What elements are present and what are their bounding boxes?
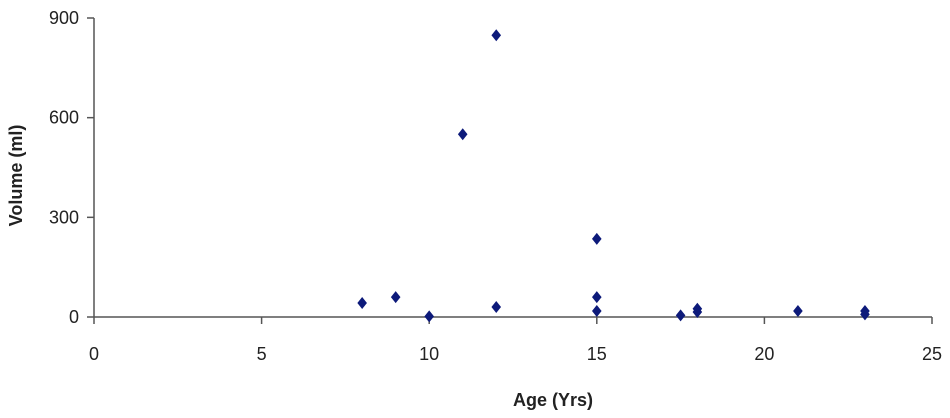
y-ticks: 0 300 600 900: [49, 8, 94, 327]
y-tick-label: 0: [69, 307, 79, 327]
data-point: [357, 297, 367, 310]
axes: [93, 18, 932, 318]
x-axis-title: Age (Yrs): [513, 390, 593, 410]
data-point: [692, 306, 703, 319]
data-point: [491, 301, 502, 314]
x-tick-label: 0: [89, 344, 99, 364]
data-point: [491, 29, 502, 42]
y-tick-label: 600: [49, 108, 79, 128]
data-point: [592, 291, 602, 304]
data-point: [592, 232, 602, 245]
x-tick-label: 25: [922, 344, 942, 364]
x-tick-label: 10: [419, 344, 439, 364]
data-point: [675, 309, 686, 322]
data-point: [390, 291, 401, 304]
data-point: [592, 305, 602, 318]
data-point: [457, 128, 468, 141]
y-tick-label: 300: [49, 207, 79, 227]
data-point: [793, 305, 803, 318]
y-axis-title: Volume (ml): [6, 125, 26, 227]
data-point: [860, 308, 870, 321]
data-point: [424, 310, 434, 323]
x-tick-label: 15: [587, 344, 607, 364]
data-points: [357, 29, 870, 323]
x-ticks: 0 5 10 15 20 25: [89, 317, 942, 364]
x-tick-label: 5: [257, 344, 267, 364]
x-tick-label: 20: [754, 344, 774, 364]
y-tick-label: 900: [49, 8, 79, 28]
